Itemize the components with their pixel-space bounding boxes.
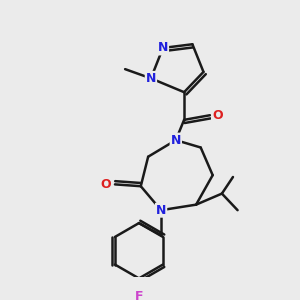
Text: O: O — [212, 109, 223, 122]
Text: O: O — [100, 178, 111, 191]
Text: N: N — [146, 72, 156, 85]
Text: N: N — [158, 41, 168, 54]
Text: N: N — [156, 204, 166, 217]
Text: F: F — [135, 290, 143, 300]
Text: N: N — [171, 134, 181, 147]
